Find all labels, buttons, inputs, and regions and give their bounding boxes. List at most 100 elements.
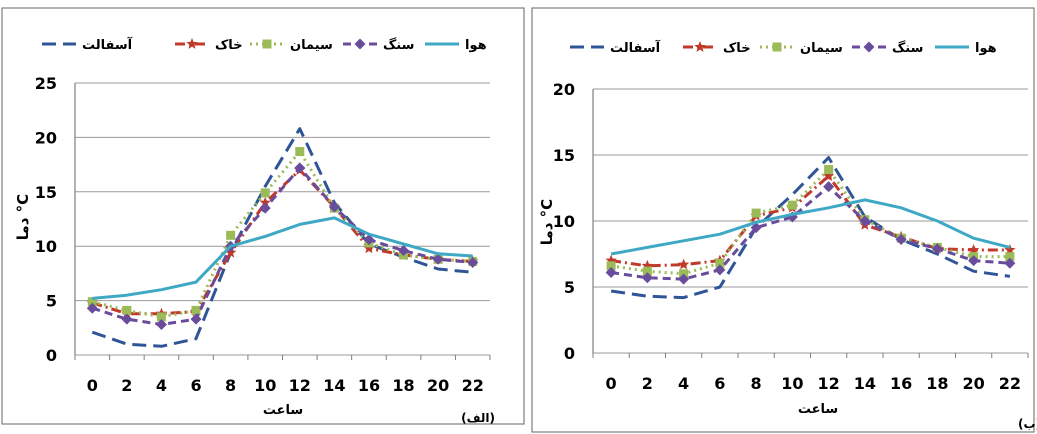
data-point-cement <box>715 258 725 268</box>
series-line-air <box>92 216 473 300</box>
series-line-asphalt <box>91 127 473 348</box>
x-tick-label: 16 <box>890 374 912 393</box>
series-line-soil <box>91 168 473 316</box>
data-point-stone <box>859 215 871 227</box>
data-point-stone <box>641 272 653 284</box>
data-point-cement <box>787 200 797 210</box>
series-line-stone <box>610 185 1011 281</box>
x-tick-label: 18 <box>926 374 948 393</box>
y-tick-label: 5 <box>564 278 575 297</box>
data-point-stone <box>931 243 943 255</box>
legend-marker-cement <box>772 42 782 52</box>
y-tick-label: 25 <box>35 74 57 93</box>
x-tick-label: 14 <box>854 374 876 393</box>
x-tick-label: 10 <box>254 376 276 395</box>
legend-label-stone: سنگ <box>383 37 414 53</box>
y-axis-label: دما °C <box>14 194 32 240</box>
y-tick-label: 10 <box>553 212 575 231</box>
legend-label-cement: سیمان <box>290 38 333 53</box>
data-point-stone <box>121 313 133 325</box>
data-point-stone <box>968 255 980 267</box>
x-tick-label: 12 <box>817 374 839 393</box>
data-point-stone <box>328 201 340 213</box>
x-tick-label: 20 <box>427 376 449 395</box>
legend-marker-stone <box>354 38 366 50</box>
data-point-stone <box>678 273 690 285</box>
chart-panel-alef: 0 5 10 15 20 25 0 2 4 6 8 10 12 14 16 18 20 22 آسفالت خاک سی… <box>1 7 525 425</box>
data-point-stone <box>895 233 907 245</box>
x-tick-label: 4 <box>678 374 689 393</box>
legend-label-air: هوا <box>465 38 487 53</box>
y-tick-label: 15 <box>35 183 57 202</box>
series-line-asphalt <box>610 156 1011 300</box>
data-point-cement <box>191 305 201 315</box>
y-tick-label: 0 <box>564 344 575 363</box>
y-tick-label: 15 <box>553 146 575 165</box>
data-point-stone <box>1004 257 1016 269</box>
x-tick-label: 10 <box>781 374 803 393</box>
data-point-soil <box>677 258 690 270</box>
data-point-soil <box>363 242 375 254</box>
series-line-air <box>610 198 1011 256</box>
data-point-cement <box>122 305 132 315</box>
data-point-stone <box>155 319 167 331</box>
data-point-stone <box>432 253 444 265</box>
x-tick-label: 0 <box>87 376 98 395</box>
x-tick-label: 22 <box>462 376 484 395</box>
legend-marker-stone <box>863 41 875 53</box>
y-tick-label: 0 <box>46 346 57 365</box>
data-point-cement <box>606 261 616 271</box>
y-tick-label: 20 <box>553 80 575 99</box>
data-point-stone <box>750 222 762 234</box>
data-point-cement <box>642 266 652 276</box>
chart-frame <box>531 7 1035 433</box>
data-point-cement <box>1005 252 1015 262</box>
x-tick-label: 0 <box>606 374 617 393</box>
x-tick-label: 22 <box>999 374 1021 393</box>
x-tick-label: 6 <box>714 374 725 393</box>
data-point-stone <box>363 234 375 246</box>
data-point-soil <box>822 170 835 181</box>
x-tick-label: 8 <box>225 376 236 395</box>
y-tick-label: 5 <box>46 292 57 311</box>
x-tick-label: 18 <box>392 376 414 395</box>
data-point-cement <box>824 165 834 175</box>
series-line-cement <box>610 168 1010 276</box>
x-tick-label: 20 <box>962 374 984 393</box>
legend-label-soil: خاک <box>723 41 751 56</box>
data-point-cement <box>156 312 166 322</box>
panel-label: (ب) <box>1018 417 1037 431</box>
data-point-cement <box>226 230 236 240</box>
data-point-stone <box>467 257 479 269</box>
x-tick-label: 8 <box>751 374 762 393</box>
y-tick-label: 20 <box>35 128 57 147</box>
data-point-stone <box>398 245 410 257</box>
data-point-cement <box>260 188 270 198</box>
data-point-stone <box>823 181 835 193</box>
legend-label-cement: سیمان <box>800 41 843 56</box>
legend-label-stone: سنگ <box>892 40 923 56</box>
series-line-stone <box>91 166 473 326</box>
data-point-stone <box>605 266 617 278</box>
x-axis-label: ساعت <box>263 403 303 418</box>
series-line-cement <box>91 150 473 319</box>
x-tick-label: 4 <box>156 376 167 395</box>
data-point-soil <box>224 246 237 258</box>
x-tick-label: 12 <box>289 376 311 395</box>
x-tick-label: 2 <box>121 376 132 395</box>
data-point-cement <box>295 147 305 157</box>
legend-label-asphalt: آسفالت <box>610 39 661 56</box>
chart-panel-be: 0 5 10 15 20 0 2 4 6 8 10 12 14 16 18 20 22 آسفالت خاک سیما… <box>531 7 1037 433</box>
x-tick-label: 6 <box>190 376 201 395</box>
legend-marker-cement <box>262 39 272 49</box>
data-point-cement <box>87 297 97 307</box>
x-tick-label: 16 <box>358 376 380 395</box>
data-point-cement <box>751 208 761 218</box>
legend-marker-soil <box>694 41 706 52</box>
data-point-stone <box>714 264 726 276</box>
y-axis-label: دما °C <box>538 199 556 245</box>
data-point-stone <box>259 202 271 214</box>
x-tick-label: 2 <box>642 374 653 393</box>
data-point-soil <box>259 196 271 208</box>
